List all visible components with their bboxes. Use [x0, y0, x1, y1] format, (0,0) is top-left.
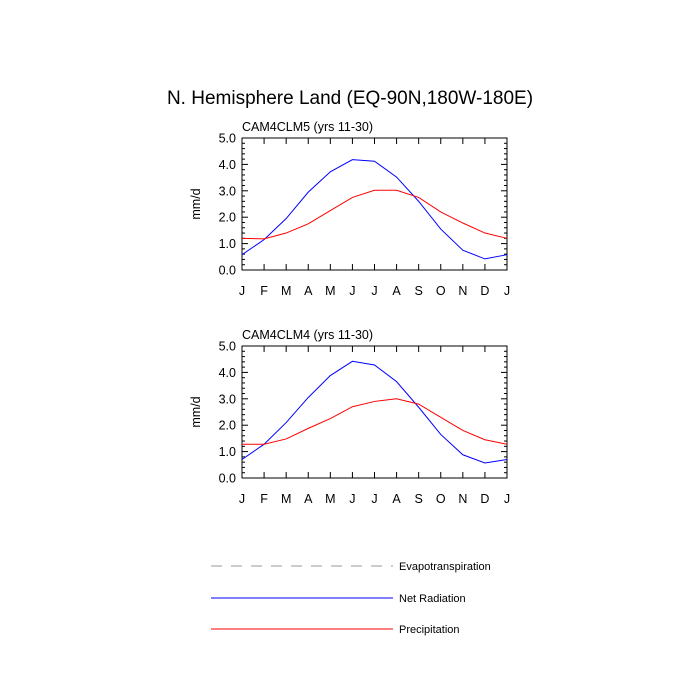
x-tick-label: M [281, 492, 291, 506]
x-tick-label: J [239, 492, 245, 506]
x-tick-label: O [436, 492, 446, 506]
chart-panel-2: CAM4CLM4 (yrs 11-30) mm/d 0.0 1.0 2.0 3.0 4.0 5… [189, 328, 510, 506]
series-line-net-radiation [241, 360, 508, 464]
y-axis-label: mm/d [189, 396, 203, 427]
x-tick-label: D [480, 284, 489, 298]
series-line-net-radiation [241, 159, 508, 260]
x-tick-label: M [325, 492, 335, 506]
plot-frame [241, 137, 508, 271]
x-tick-label: A [392, 492, 401, 506]
legend-label: Precipitation [399, 624, 460, 636]
y-tick-label: 3.0 [219, 184, 236, 198]
y-tick-label: 2.0 [219, 211, 236, 225]
series-line-precipitation [241, 189, 508, 240]
x-tick-label: O [436, 284, 446, 298]
y-tick-label: 2.0 [219, 419, 236, 433]
panels: CAM4CLM5 (yrs 11-30) mm/d 0.0 1.0 2.0 3.0 4.0 5… [189, 120, 510, 506]
chart-panel-1: CAM4CLM5 (yrs 11-30) mm/d 0.0 1.0 2.0 3.0 4.0 5… [189, 120, 510, 298]
x-tick-label: J [504, 284, 510, 298]
legend-item-evapotranspiration: Evapotranspiration [211, 561, 491, 573]
y-tick-label: 4.0 [219, 366, 236, 380]
x-tick-label: J [504, 492, 510, 506]
y-tick-label: 3.0 [219, 392, 236, 406]
x-tick-label: N [458, 284, 467, 298]
x-tick-label: A [304, 284, 313, 298]
x-tick-label: N [458, 492, 467, 506]
x-tick-label: S [414, 492, 422, 506]
x-tick-label: J [239, 284, 245, 298]
x-tick-label: M [281, 284, 291, 298]
legend-item-precipitation: Precipitation [211, 624, 460, 636]
y-tick-label: 0.0 [219, 472, 236, 486]
plot-frame [241, 345, 508, 479]
x-tick-label: J [349, 284, 355, 298]
x-tick-label: J [371, 492, 377, 506]
legend: Evapotranspiration Net Radiation Precipita… [211, 561, 491, 636]
legend-label: Evapotranspiration [399, 561, 491, 573]
y-tick-label: 1.0 [219, 237, 236, 251]
series-line-precipitation [242, 398, 508, 445]
figure-title: N. Hemisphere Land (EQ-90N,180W-180E) [167, 88, 533, 109]
y-tick-label: 1.0 [219, 445, 236, 459]
y-axis-label: mm/d [189, 188, 203, 219]
y-tick-label: 5.0 [219, 132, 236, 146]
y-tick-label: 0.0 [219, 264, 236, 278]
panel-subtitle: CAM4CLM4 (yrs 11-30) [242, 328, 373, 342]
panel-subtitle: CAM4CLM5 (yrs 11-30) [242, 120, 373, 134]
x-tick-label: M [325, 284, 335, 298]
x-tick-label: A [304, 492, 313, 506]
legend-label: Net Radiation [399, 593, 466, 605]
x-tick-label: A [392, 284, 401, 298]
x-tick-label: F [260, 492, 268, 506]
x-tick-label: J [349, 492, 355, 506]
x-tick-label: J [371, 284, 377, 298]
legend-item-net-radiation: Net Radiation [211, 593, 466, 605]
y-tick-label: 5.0 [219, 340, 236, 354]
x-tick-label: S [414, 284, 422, 298]
y-tick-label: 4.0 [219, 158, 236, 172]
x-tick-label: F [260, 284, 268, 298]
x-tick-label: D [480, 492, 489, 506]
